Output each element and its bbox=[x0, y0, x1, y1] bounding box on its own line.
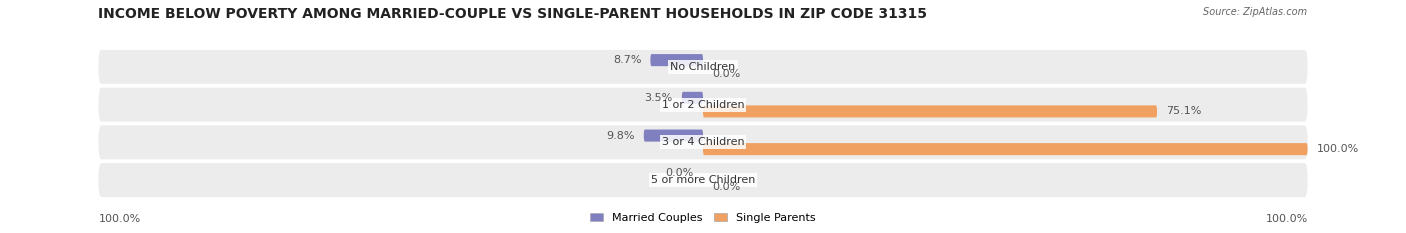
Text: 1 or 2 Children: 1 or 2 Children bbox=[662, 100, 744, 110]
FancyBboxPatch shape bbox=[682, 92, 703, 104]
Text: 100.0%: 100.0% bbox=[98, 214, 141, 224]
FancyBboxPatch shape bbox=[703, 143, 1308, 155]
Legend: Married Couples, Single Parents: Married Couples, Single Parents bbox=[586, 209, 820, 227]
Text: INCOME BELOW POVERTY AMONG MARRIED-COUPLE VS SINGLE-PARENT HOUSEHOLDS IN ZIP COD: INCOME BELOW POVERTY AMONG MARRIED-COUPL… bbox=[98, 7, 928, 21]
Text: 9.8%: 9.8% bbox=[606, 130, 634, 140]
FancyBboxPatch shape bbox=[651, 54, 703, 66]
Text: 100.0%: 100.0% bbox=[1316, 144, 1358, 154]
FancyBboxPatch shape bbox=[98, 50, 1308, 84]
Text: 0.0%: 0.0% bbox=[711, 182, 741, 192]
Text: 3.5%: 3.5% bbox=[644, 93, 672, 103]
Text: Source: ZipAtlas.com: Source: ZipAtlas.com bbox=[1204, 7, 1308, 17]
FancyBboxPatch shape bbox=[98, 88, 1308, 122]
Text: 3 or 4 Children: 3 or 4 Children bbox=[662, 137, 744, 147]
Text: 0.0%: 0.0% bbox=[665, 168, 695, 178]
Text: 8.7%: 8.7% bbox=[613, 55, 641, 65]
FancyBboxPatch shape bbox=[644, 130, 703, 142]
FancyBboxPatch shape bbox=[98, 125, 1308, 159]
FancyBboxPatch shape bbox=[98, 163, 1308, 197]
FancyBboxPatch shape bbox=[703, 105, 1157, 117]
Text: 5 or more Children: 5 or more Children bbox=[651, 175, 755, 185]
Text: No Children: No Children bbox=[671, 62, 735, 72]
Text: 75.1%: 75.1% bbox=[1166, 106, 1202, 116]
Text: 100.0%: 100.0% bbox=[1265, 214, 1308, 224]
Text: 0.0%: 0.0% bbox=[711, 69, 741, 79]
